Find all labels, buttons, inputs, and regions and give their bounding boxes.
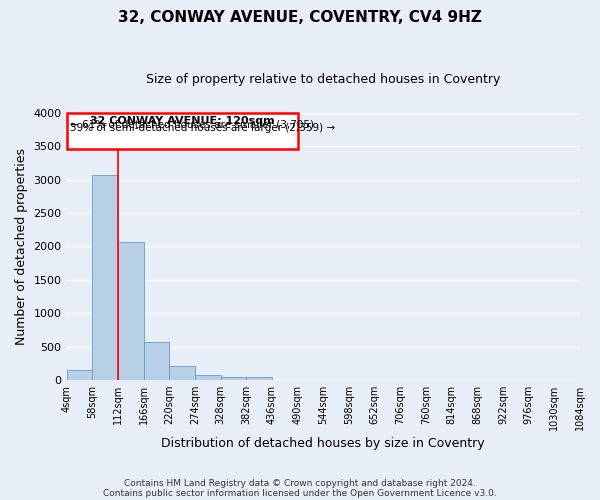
Text: 39% of semi-detached houses are larger (2,359) →: 39% of semi-detached houses are larger (… (70, 122, 335, 132)
Bar (67, 370, 92, 380)
Bar (67, 113, 298, 149)
Text: Contains HM Land Registry data © Crown copyright and database right 2024.: Contains HM Land Registry data © Crown c… (124, 478, 476, 488)
Bar (169, 366, 195, 380)
X-axis label: Distribution of detached houses by size in Coventry: Distribution of detached houses by size … (161, 437, 485, 450)
Text: 32 CONWAY AVENUE: 120sqm: 32 CONWAY AVENUE: 120sqm (90, 116, 274, 126)
Bar (195, 375, 221, 380)
Bar (246, 378, 272, 380)
Text: ← 61% of detached houses are smaller (3,705): ← 61% of detached houses are smaller (3,… (70, 119, 314, 129)
Y-axis label: Number of detached properties: Number of detached properties (15, 148, 28, 345)
Bar (92, 175, 118, 380)
Text: 32, CONWAY AVENUE, COVENTRY, CV4 9HZ: 32, CONWAY AVENUE, COVENTRY, CV4 9HZ (118, 10, 482, 25)
Bar (143, 342, 169, 380)
Title: Size of property relative to detached houses in Coventry: Size of property relative to detached ho… (146, 72, 500, 86)
Bar (118, 242, 143, 380)
Text: Contains public sector information licensed under the Open Government Licence v3: Contains public sector information licen… (103, 488, 497, 498)
Bar (221, 378, 246, 380)
